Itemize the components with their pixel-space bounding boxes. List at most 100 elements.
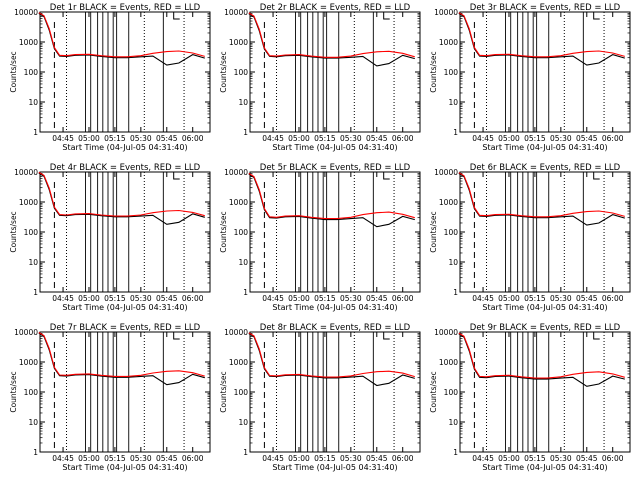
x-tick-label: 04:45 — [472, 454, 494, 463]
chart-panel: Det 3r BLACK = Events, RED = LLD 1 10 100 10… — [429, 3, 631, 152]
x-tick-label: 04:45 — [262, 134, 284, 143]
y-axis-label: Counts/sec — [219, 211, 228, 252]
chart-title: Det 8r BLACK = Events, RED = LLD — [260, 323, 411, 333]
x-tick-label: 05:15 — [314, 294, 336, 303]
x-axis-label: Start Time (04-Jul-05 04:31:40) — [482, 463, 607, 472]
x-tick-label: 05:00 — [498, 454, 520, 463]
x-tick-label: 04:45 — [472, 134, 494, 143]
marker-bracket — [593, 332, 600, 340]
y-tick-label: 1 — [453, 128, 458, 137]
y-axis-label: Counts/sec — [9, 211, 18, 252]
y-tick-label: 100 — [444, 228, 459, 237]
x-tick-label: 05:30 — [130, 454, 152, 463]
y-tick-label: 10000 — [224, 168, 248, 177]
y-tick-label: 100 — [234, 68, 249, 77]
series-lld-line — [38, 332, 205, 377]
x-tick-label: 05:15 — [104, 294, 126, 303]
y-tick-label: 1000 — [229, 38, 248, 47]
chart-panel: Det 7r BLACK = Events, RED = LLD 1 10 100 10… — [9, 323, 211, 472]
x-tick-label: 05:30 — [550, 454, 572, 463]
x-tick-label: 06:00 — [392, 294, 414, 303]
x-tick-label: 05:15 — [104, 134, 126, 143]
x-tick-label: 05:30 — [130, 134, 152, 143]
chart-title: Det 4r BLACK = Events, RED = LLD — [50, 163, 201, 173]
y-tick-label: 1000 — [439, 198, 458, 207]
x-tick-label: 05:45 — [156, 134, 178, 143]
x-axis-label: Start Time (04-Jul-05 04:31:40) — [62, 303, 187, 312]
chart-title: Det 1r BLACK = Events, RED = LLD — [50, 3, 201, 13]
x-tick-label: 06:00 — [392, 134, 414, 143]
x-tick-label: 04:45 — [52, 134, 74, 143]
x-tick-label: 05:15 — [524, 454, 546, 463]
y-tick-label: 1000 — [229, 358, 248, 367]
series-events-line — [248, 333, 415, 387]
y-tick-label: 100 — [24, 388, 39, 397]
x-tick-label: 05:45 — [366, 294, 388, 303]
y-tick-label: 100 — [234, 228, 249, 237]
x-tick-label: 05:45 — [576, 454, 598, 463]
x-tick-label: 05:15 — [314, 454, 336, 463]
x-axis-label: Start Time (04-Jul-05 04:31:40) — [272, 463, 397, 472]
x-tick-label: 04:45 — [52, 294, 74, 303]
x-tick-label: 05:15 — [104, 454, 126, 463]
y-tick-label: 1 — [33, 448, 38, 457]
x-tick-label: 06:00 — [392, 454, 414, 463]
marker-bracket — [383, 172, 390, 180]
x-tick-label: 05:00 — [78, 294, 100, 303]
chart-panel: Det 5r BLACK = Events, RED = LLD 1 10 100 10… — [219, 163, 421, 312]
x-tick-label: 05:00 — [288, 454, 310, 463]
y-tick-label: 100 — [24, 68, 39, 77]
marker-bracket — [593, 12, 600, 20]
y-tick-label: 10000 — [14, 8, 38, 17]
marker-bracket — [593, 172, 600, 180]
y-tick-label: 10000 — [14, 328, 38, 337]
chart-title: Det 2r BLACK = Events, RED = LLD — [260, 3, 411, 13]
x-tick-label: 05:30 — [550, 134, 572, 143]
series-lld-line — [458, 332, 625, 379]
x-tick-label: 05:15 — [524, 134, 546, 143]
x-axis-label: Start Time (04-Jul-05 04:31:40) — [482, 303, 607, 312]
y-tick-label: 10000 — [434, 328, 458, 337]
series-lld-line — [248, 12, 415, 58]
series-lld-line — [458, 172, 625, 218]
x-tick-label: 05:45 — [366, 454, 388, 463]
x-tick-label: 06:00 — [602, 454, 624, 463]
marker-bracket — [383, 332, 390, 340]
y-axis-label: Counts/sec — [219, 371, 228, 412]
y-tick-label: 10 — [28, 98, 38, 107]
marker-bracket — [173, 172, 180, 180]
x-tick-label: 05:45 — [576, 294, 598, 303]
chart-title: Det 3r BLACK = Events, RED = LLD — [470, 3, 621, 13]
y-axis-label: Counts/sec — [429, 211, 438, 252]
marker-bracket — [173, 12, 180, 20]
series-lld-line — [248, 172, 415, 220]
x-tick-label: 05:00 — [78, 134, 100, 143]
y-tick-label: 10 — [238, 418, 248, 427]
marker-bracket — [173, 332, 180, 340]
x-tick-label: 05:30 — [130, 294, 152, 303]
y-tick-label: 1 — [33, 128, 38, 137]
series-events-line — [38, 332, 205, 386]
y-axis-label: Counts/sec — [9, 371, 18, 412]
y-tick-label: 100 — [24, 228, 39, 237]
y-tick-label: 1000 — [19, 358, 38, 367]
y-tick-label: 10 — [448, 98, 458, 107]
y-tick-label: 100 — [444, 68, 459, 77]
series-lld-line — [38, 171, 205, 217]
y-tick-label: 1000 — [229, 198, 248, 207]
chart-title: Det 6r BLACK = Events, RED = LLD — [470, 163, 621, 173]
x-tick-label: 06:00 — [182, 454, 204, 463]
x-tick-label: 06:00 — [182, 294, 204, 303]
x-tick-label: 05:30 — [340, 134, 362, 143]
y-tick-label: 10 — [448, 258, 458, 267]
x-tick-label: 06:00 — [602, 134, 624, 143]
y-tick-label: 10000 — [434, 168, 458, 177]
y-tick-label: 1 — [453, 288, 458, 297]
x-tick-label: 05:00 — [288, 134, 310, 143]
y-tick-label: 10 — [28, 258, 38, 267]
marker-bracket — [383, 12, 390, 20]
x-tick-label: 05:45 — [366, 134, 388, 143]
series-lld-line — [248, 332, 415, 378]
chart-panel: Det 8r BLACK = Events, RED = LLD 1 10 100 10… — [219, 323, 421, 472]
